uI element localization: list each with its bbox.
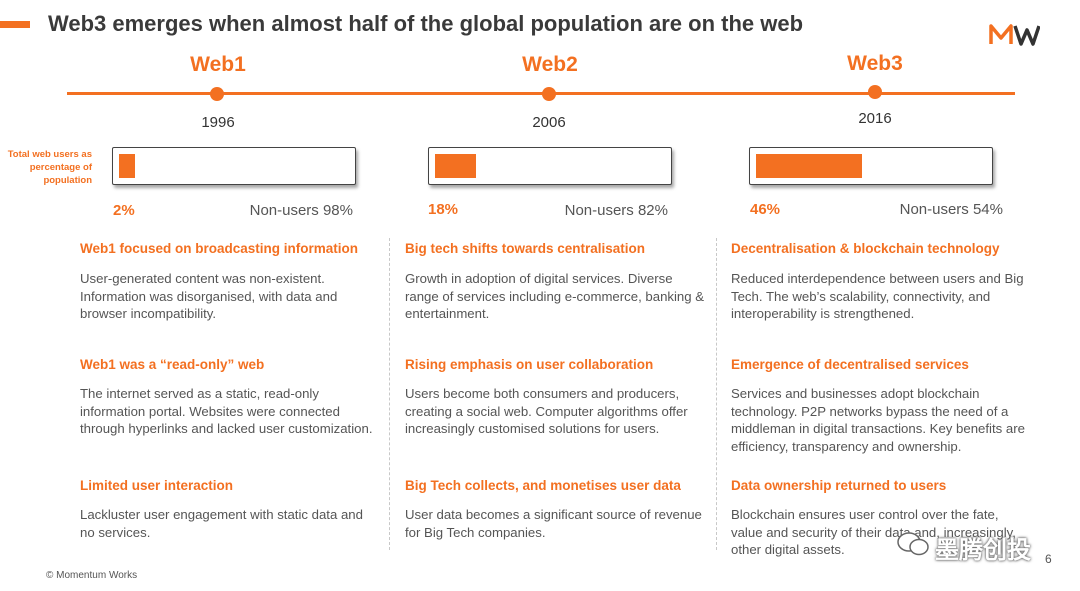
section-heading: Big tech shifts towards centralisation [405,241,646,256]
users-bar-web2 [428,147,672,185]
nonusers-percentage: Non-users 54% [899,201,1003,218]
section-text: Users become both consumers and producer… [405,386,688,436]
section-heading: Decentralisation & blockchain technology [731,241,1000,256]
column-divider [389,238,390,550]
era-web1: Web1 [138,53,298,77]
wechat-icon [897,532,929,556]
users-percentage: 46% [750,201,781,218]
era-year-web3: 2016 [858,110,892,127]
section-heading: Data ownership returned to users [731,478,947,493]
era-year-web2: 2006 [532,114,566,131]
section-text: The internet served as a static, read-on… [80,386,373,436]
timeline-dot-web1 [210,87,224,101]
section-heading: Limited user interaction [80,478,234,493]
timeline-line [67,92,1015,95]
users-percentage: 2% [113,202,135,219]
section-text: Reduced interdependence between users an… [731,271,1024,321]
section-text: User data becomes a significant source o… [405,507,702,540]
users-bar-web3 [749,147,993,185]
era-title: Web3 [847,52,903,75]
page-number: 6 [1045,552,1052,566]
era-title: Web2 [522,53,578,76]
section-text: Blockchain ensures user control over the… [731,507,1016,557]
nonusers-percentage: Non-users 82% [564,202,668,219]
era-title: Web1 [190,53,246,76]
users-percentage-label: Total web users as percentage of populat… [7,149,92,186]
section-heading: Web1 focused on broadcasting information [80,241,359,256]
timeline-dot-web2 [542,87,556,101]
section-heading: Web1 was a “read-only” web [80,357,265,372]
section-text: Growth in adoption of digital services. … [405,271,705,321]
momentum-works-logo [989,24,1040,46]
footer-copyright: © Momentum Works [46,570,138,581]
section-text: Lackluster user engagement with static d… [80,507,363,540]
users-bar-fill [435,154,476,178]
users-bar-web1 [112,147,356,185]
era-web2: Web2 [470,53,630,77]
era-year-web1: 1996 [201,114,235,131]
title-accent-bar [0,21,30,28]
section-heading: Big Tech collects, and monetises user da… [405,478,681,493]
users-percentage: 18% [428,201,459,218]
section-text: Services and businesses adopt blockchain… [731,386,1025,454]
users-bar-fill [756,154,862,178]
timeline-dot-web3 [868,85,882,99]
era-web3: Web3 [795,52,955,76]
section-heading: Emergence of decentralised services [731,357,969,372]
section-heading: Rising emphasis on user collaboration [405,357,654,372]
column-divider [716,238,717,550]
nonusers-percentage: Non-users 98% [249,202,353,219]
watermark-text: 墨腾创投 [935,537,1031,564]
section-text: User-generated content was non-existent.… [80,271,338,321]
users-bar-fill [119,154,135,178]
page-title: Web3 emerges when almost half of the glo… [48,11,804,36]
